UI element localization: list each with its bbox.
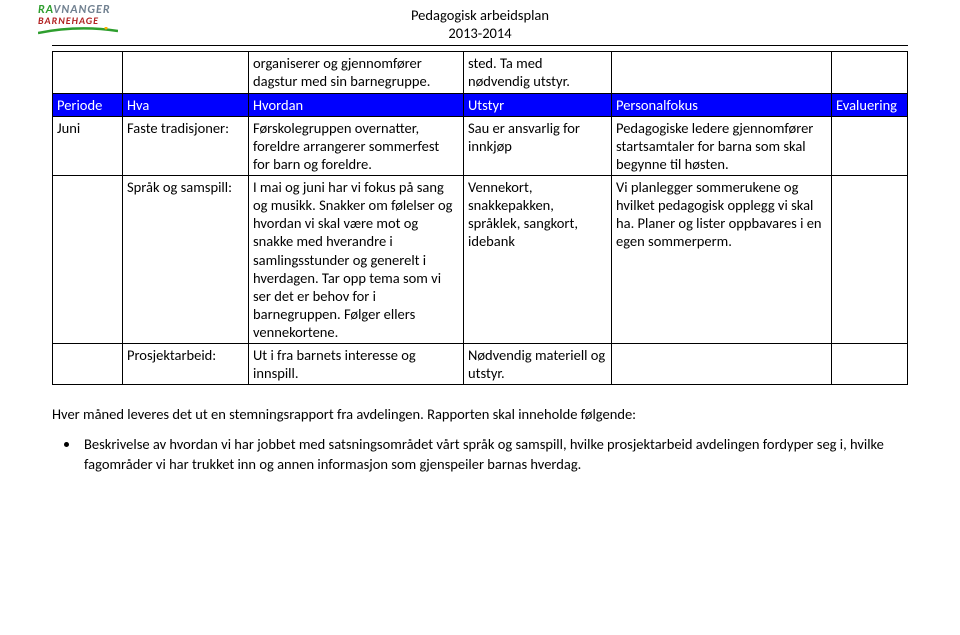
- table-row: Juni Faste tradisjoner: Førskolegruppen …: [53, 116, 908, 175]
- footnote-section: Hver måned leveres det ut en stemningsra…: [52, 405, 908, 474]
- table-header-row: Periode Hva Hvordan Utstyr Personalfokus…: [53, 93, 908, 116]
- cell-hva: Faste tradisjoner:: [123, 116, 249, 175]
- cell-utstyr: sted. Ta med nødvendig utstyr.: [464, 52, 612, 93]
- cell-hvordan: organiserer og gjennomfører dagstur med …: [249, 52, 464, 93]
- col-periode: Periode: [53, 93, 123, 116]
- cell-hvordan: I mai og juni har vi fokus på sang og mu…: [249, 176, 464, 344]
- cell-personalfokus: [612, 344, 832, 385]
- page-title: Pedagogisk arbeidsplan: [52, 6, 908, 24]
- cell-evaluering: [832, 176, 908, 344]
- plan-table: organiserer og gjennomfører dagstur med …: [52, 51, 908, 385]
- cell-evaluering: [832, 52, 908, 93]
- col-hvordan: Hvordan: [249, 93, 464, 116]
- cell-utstyr: Vennekort, snakkepakken, språklek, sangk…: [464, 176, 612, 344]
- cell-hva: Prosjektarbeid:: [123, 344, 249, 385]
- cell-periode: Juni: [53, 116, 123, 175]
- cell-periode: [53, 176, 123, 344]
- cell-hvordan: Ut i fra barnets interesse og innspill.: [249, 344, 464, 385]
- page-subtitle: 2013-2014: [52, 24, 908, 42]
- footnote-text: Hver måned leveres det ut en stemningsra…: [52, 405, 908, 425]
- cell-personalfokus: Vi planlegger sommerukene og hvilket ped…: [612, 176, 832, 344]
- cell-periode: [53, 344, 123, 385]
- table-row: Språk og samspill: I mai og juni har vi …: [53, 176, 908, 344]
- logo: RAVNANGER BARNEHAGE: [38, 4, 118, 31]
- bullet-list: Beskrivelse av hvordan vi har jobbet med…: [52, 435, 908, 474]
- col-evaluering: Evaluering: [832, 93, 908, 116]
- col-personalfokus: Personalfokus: [612, 93, 832, 116]
- col-hva: Hva: [123, 93, 249, 116]
- cell-hva: [123, 52, 249, 93]
- cell-hvordan: Førskolegruppen overnatter, foreldre arr…: [249, 116, 464, 175]
- page-header: Pedagogisk arbeidsplan 2013-2014: [52, 6, 908, 42]
- header-rule: [52, 45, 908, 46]
- table-row: Prosjektarbeid: Ut i fra barnets interes…: [53, 344, 908, 385]
- cell-utstyr: Sau er ansvarlig for innkjøp: [464, 116, 612, 175]
- cell-periode: [53, 52, 123, 93]
- cell-personalfokus: [612, 52, 832, 93]
- cell-evaluering: [832, 116, 908, 175]
- cell-evaluering: [832, 344, 908, 385]
- table-row: organiserer og gjennomfører dagstur med …: [53, 52, 908, 93]
- logo-subtext: BARNEHAGE: [38, 16, 118, 26]
- logo-swoosh-icon: [38, 27, 118, 31]
- cell-personalfokus: Pedagogiske ledere gjennomfører startsam…: [612, 116, 832, 175]
- cell-hva: Språk og samspill:: [123, 176, 249, 344]
- col-utstyr: Utstyr: [464, 93, 612, 116]
- list-item: Beskrivelse av hvordan vi har jobbet med…: [80, 435, 908, 474]
- cell-utstyr: Nødvendig materiell og utstyr.: [464, 344, 612, 385]
